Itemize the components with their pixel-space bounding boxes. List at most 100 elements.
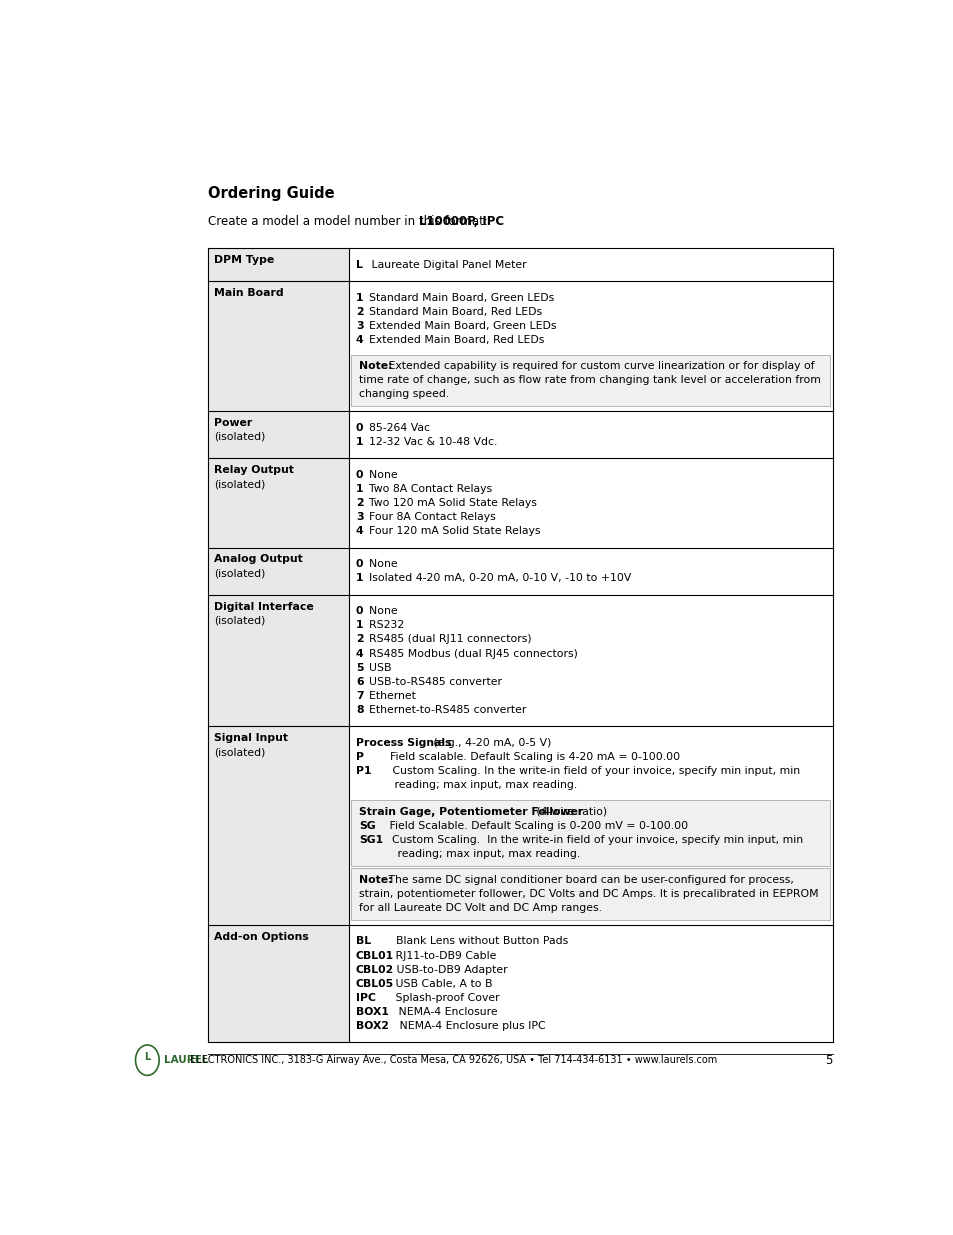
Bar [348, 595, 832, 726]
Text: Ethernet: Ethernet [361, 690, 416, 700]
Text: Four 8A Contact Relays: Four 8A Contact Relays [361, 513, 495, 522]
Text: Note:: Note: [358, 876, 392, 885]
Bar [208, 925, 348, 1042]
Text: 4: 4 [355, 335, 363, 345]
Text: Extended capability is required for custom curve linearization or for display of: Extended capability is required for cust… [385, 362, 814, 372]
Text: (isolated): (isolated) [213, 568, 265, 578]
Text: 3: 3 [355, 321, 363, 331]
Text: reading; max input, max reading.: reading; max input, max reading. [355, 781, 577, 790]
Text: Field scalable. Default Scaling is 4-20 mA = 0-100.00: Field scalable. Default Scaling is 4-20 … [362, 752, 679, 762]
Text: L10000P, IPC: L10000P, IPC [418, 215, 503, 227]
Bar [351, 354, 829, 406]
Text: 1: 1 [355, 437, 363, 447]
Text: 8: 8 [355, 705, 363, 715]
Text: time rate of change, such as flow rate from changing tank level or acceleration : time rate of change, such as flow rate f… [358, 375, 820, 385]
Text: Splash-proof Cover: Splash-proof Cover [371, 993, 499, 1003]
Text: for all Laureate DC Volt and DC Amp ranges.: for all Laureate DC Volt and DC Amp rang… [358, 903, 601, 914]
Text: 0: 0 [355, 606, 363, 616]
Text: Extended Main Board, Green LEDs: Extended Main Board, Green LEDs [361, 321, 556, 331]
Text: None: None [361, 469, 397, 479]
Text: CBL02: CBL02 [355, 965, 394, 974]
Text: 1: 1 [355, 620, 363, 630]
Text: 1: 1 [355, 293, 363, 303]
Bar [208, 248, 348, 282]
Text: (4-wire ratio): (4-wire ratio) [532, 806, 606, 816]
Text: 2: 2 [355, 635, 363, 645]
Text: RJ11-to-DB9 Cable: RJ11-to-DB9 Cable [385, 951, 497, 961]
Text: 3: 3 [355, 513, 363, 522]
Text: P: P [355, 752, 363, 762]
Text: Note:: Note: [358, 362, 392, 372]
Text: Custom Scaling. In the write-in field of your invoice, specify min input, min: Custom Scaling. In the write-in field of… [368, 766, 800, 776]
Text: USB-to-DB9 Adapter: USB-to-DB9 Adapter [385, 965, 507, 974]
Bar [351, 800, 829, 866]
Text: P1: P1 [355, 766, 371, 776]
Text: 6: 6 [355, 677, 363, 687]
Text: 7: 7 [355, 690, 363, 700]
Text: NEMA-4 Enclosure: NEMA-4 Enclosure [381, 1007, 497, 1016]
Bar [208, 458, 348, 547]
Text: (isolated): (isolated) [213, 432, 265, 442]
Text: IPC: IPC [355, 993, 375, 1003]
Text: Main Board: Main Board [213, 288, 283, 298]
Bar [208, 282, 348, 411]
Text: (e.g., 4-20 mA, 0-5 V): (e.g., 4-20 mA, 0-5 V) [430, 739, 551, 748]
Text: Analog Output: Analog Output [213, 555, 302, 564]
Text: ELECTRONICS INC., 3183-G Airway Ave., Costa Mesa, CA 92626, USA • Tel 714-434-61: ELECTRONICS INC., 3183-G Airway Ave., Co… [187, 1055, 716, 1065]
Text: The same DC signal conditioner board can be user-configured for process,: The same DC signal conditioner board can… [385, 876, 793, 885]
Bar [348, 925, 832, 1042]
Text: None: None [361, 606, 397, 616]
Text: (isolated): (isolated) [213, 479, 265, 489]
Text: Relay Output: Relay Output [213, 466, 294, 475]
Text: 5: 5 [355, 663, 363, 673]
Text: Two 8A Contact Relays: Two 8A Contact Relays [361, 484, 492, 494]
Text: Digital Interface: Digital Interface [213, 601, 314, 611]
Text: 85-264 Vac: 85-264 Vac [361, 422, 429, 432]
Text: USB Cable, A to B: USB Cable, A to B [385, 978, 493, 989]
Bar [208, 411, 348, 458]
Text: L: L [144, 1052, 151, 1062]
Text: Process Signals: Process Signals [355, 739, 451, 748]
Text: Standard Main Board, Green LEDs: Standard Main Board, Green LEDs [361, 293, 554, 303]
Text: Four 120 mA Solid State Relays: Four 120 mA Solid State Relays [361, 526, 539, 536]
Bar [348, 458, 832, 547]
Text: Power: Power [213, 417, 252, 427]
Text: Isolated 4-20 mA, 0-20 mA, 0-10 V, -10 to +10V: Isolated 4-20 mA, 0-20 mA, 0-10 V, -10 t… [361, 573, 631, 583]
Text: BOX1: BOX1 [355, 1007, 389, 1016]
Text: BOX2: BOX2 [355, 1021, 389, 1031]
Text: 1: 1 [355, 484, 363, 494]
Bar [348, 547, 832, 595]
Text: None: None [361, 559, 397, 569]
Bar [208, 595, 348, 726]
Text: Add-on Options: Add-on Options [213, 931, 309, 942]
Text: USB: USB [361, 663, 391, 673]
Bar [351, 868, 829, 920]
Text: NEMA-4 Enclosure plus IPC: NEMA-4 Enclosure plus IPC [381, 1021, 544, 1031]
Text: Signal Input: Signal Input [213, 734, 288, 743]
Text: SG1: SG1 [358, 835, 382, 845]
Text: Two 120 mA Solid State Relays: Two 120 mA Solid State Relays [361, 498, 537, 508]
Bar [208, 547, 348, 595]
Text: USB-to-RS485 converter: USB-to-RS485 converter [361, 677, 501, 687]
Text: changing speed.: changing speed. [358, 389, 449, 399]
Text: SG: SG [358, 820, 375, 831]
Text: Extended Main Board, Red LEDs: Extended Main Board, Red LEDs [361, 335, 543, 345]
Text: strain, potentiometer follower, DC Volts and DC Amps. It is precalibrated in EEP: strain, potentiometer follower, DC Volts… [358, 889, 818, 899]
Text: LAUREL: LAUREL [164, 1055, 208, 1065]
Text: RS485 Modbus (dual RJ45 connectors): RS485 Modbus (dual RJ45 connectors) [361, 648, 578, 658]
Text: RS485 (dual RJ11 connectors): RS485 (dual RJ11 connectors) [361, 635, 531, 645]
Text: 5: 5 [824, 1053, 832, 1067]
Text: 2: 2 [355, 306, 363, 316]
Text: 2: 2 [355, 498, 363, 508]
Bar [351, 800, 829, 866]
Text: (isolated): (isolated) [213, 747, 265, 757]
Text: Create a model a model number in this format:: Create a model a model number in this fo… [208, 215, 491, 227]
Bar [348, 282, 832, 411]
Text: Strain Gage, Potentiometer Follower: Strain Gage, Potentiometer Follower [358, 806, 582, 816]
Text: 0: 0 [355, 422, 363, 432]
Text: 1: 1 [355, 573, 363, 583]
Text: (isolated): (isolated) [213, 615, 265, 626]
Text: Custom Scaling.  In the write-in field of your invoice, specify min input, min: Custom Scaling. In the write-in field of… [377, 835, 801, 845]
Text: 4: 4 [355, 526, 363, 536]
Text: Ethernet-to-RS485 converter: Ethernet-to-RS485 converter [361, 705, 525, 715]
